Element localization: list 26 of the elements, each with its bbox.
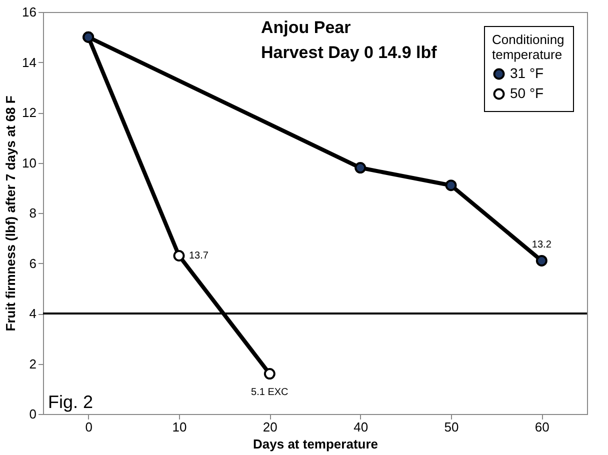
legend-title: Conditioning temperature (492, 32, 564, 62)
y-tick-label: 4 (29, 306, 36, 321)
y-axis-title: Fruit firmness (lbf) after 7 days at 68 F (3, 96, 18, 332)
annotation: 13.2 (532, 240, 552, 251)
y-tick-label: 14 (22, 54, 36, 70)
text: Harvest Day 0 14.9 lbf (261, 43, 438, 62)
y-tick-label: 2 (29, 356, 36, 372)
legend-label: 31 °F (510, 65, 544, 81)
x-tick-label: 50 (444, 420, 459, 434)
annotation: 5.1 EXC (251, 386, 288, 398)
y-tick-label: 16 (22, 4, 36, 20)
legend-label: 50 °F (510, 85, 544, 101)
y-tick-label: 12 (22, 105, 36, 120)
x-tick-label: 20 (262, 420, 278, 434)
x-tick-label: 60 (534, 420, 550, 434)
y-tick-label: 6 (29, 256, 36, 271)
annotation: 13.7 (189, 250, 209, 262)
x-axis-title: Days at temperature (253, 436, 378, 452)
y-tick-label: 0 (29, 406, 36, 422)
x-tick-label: 40 (354, 420, 368, 434)
chart-title: Anjou Pear (261, 18, 352, 37)
y-tick-label: 8 (29, 206, 36, 220)
annotation: Fig. 2 (48, 392, 94, 412)
x-tick-label: 0 (85, 420, 92, 434)
y-tick-label: 10 (22, 155, 36, 170)
x-tick-label: 10 (172, 420, 187, 434)
